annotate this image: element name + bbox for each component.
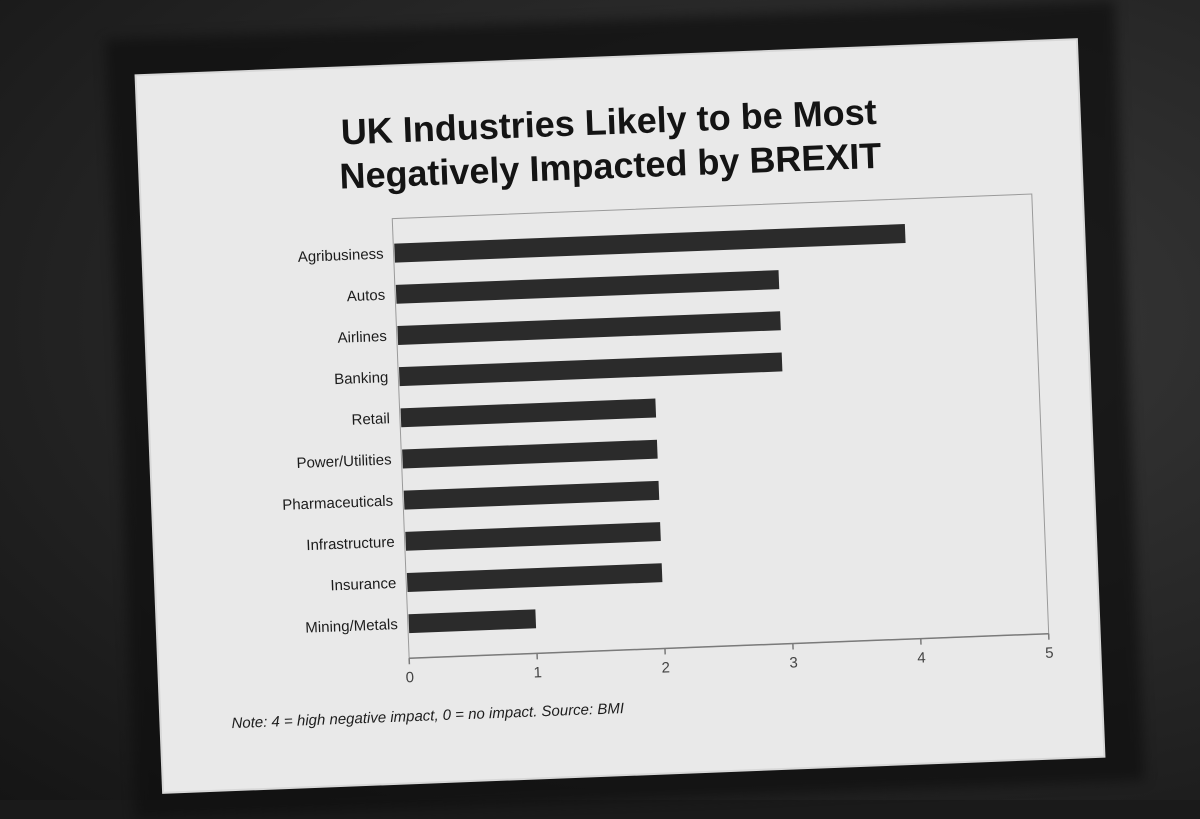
bar-insurance	[407, 563, 663, 592]
x-tick-label: 0	[405, 669, 414, 686]
category-label: Power/Utilities	[296, 451, 392, 472]
bar-pharmaceuticals	[404, 481, 660, 510]
presentation-slide: UK Industries Likely to be Most Negative…	[137, 40, 1104, 792]
bars-group	[394, 224, 920, 633]
bar-infrastructure	[405, 522, 661, 551]
category-label: Banking	[334, 369, 389, 388]
category-label: Infrastructure	[306, 534, 395, 554]
bar-chart: Agribusiness Autos Airlines Banking Retail Po…	[137, 40, 1104, 792]
x-axis-line	[409, 634, 1049, 659]
x-tick-label: 3	[789, 654, 798, 671]
bar-power-utilities	[402, 440, 658, 469]
x-axis-ticks-group: 0 1 2 3 4 5	[405, 634, 1054, 687]
category-label: Mining/Metals	[305, 616, 398, 637]
category-label: Pharmaceuticals	[282, 493, 393, 514]
category-label: Autos	[347, 287, 386, 305]
bar-mining-metals	[408, 609, 536, 633]
category-label: Airlines	[337, 328, 387, 347]
category-label: Agribusiness	[297, 246, 383, 266]
bar-banking	[399, 352, 782, 386]
category-label: Insurance	[330, 575, 396, 595]
x-tick-label: 1	[533, 664, 542, 681]
bar-autos	[396, 270, 779, 304]
bar-retail	[401, 399, 657, 428]
bar-agribusiness	[394, 224, 905, 263]
bar-airlines	[397, 311, 780, 345]
x-tick-label: 5	[1045, 645, 1054, 662]
x-tick-label: 2	[661, 659, 670, 676]
x-tick-label: 4	[917, 649, 926, 666]
category-label: Retail	[351, 410, 390, 428]
category-labels-group: Agribusiness Autos Airlines Banking Retail Po…	[272, 246, 398, 638]
